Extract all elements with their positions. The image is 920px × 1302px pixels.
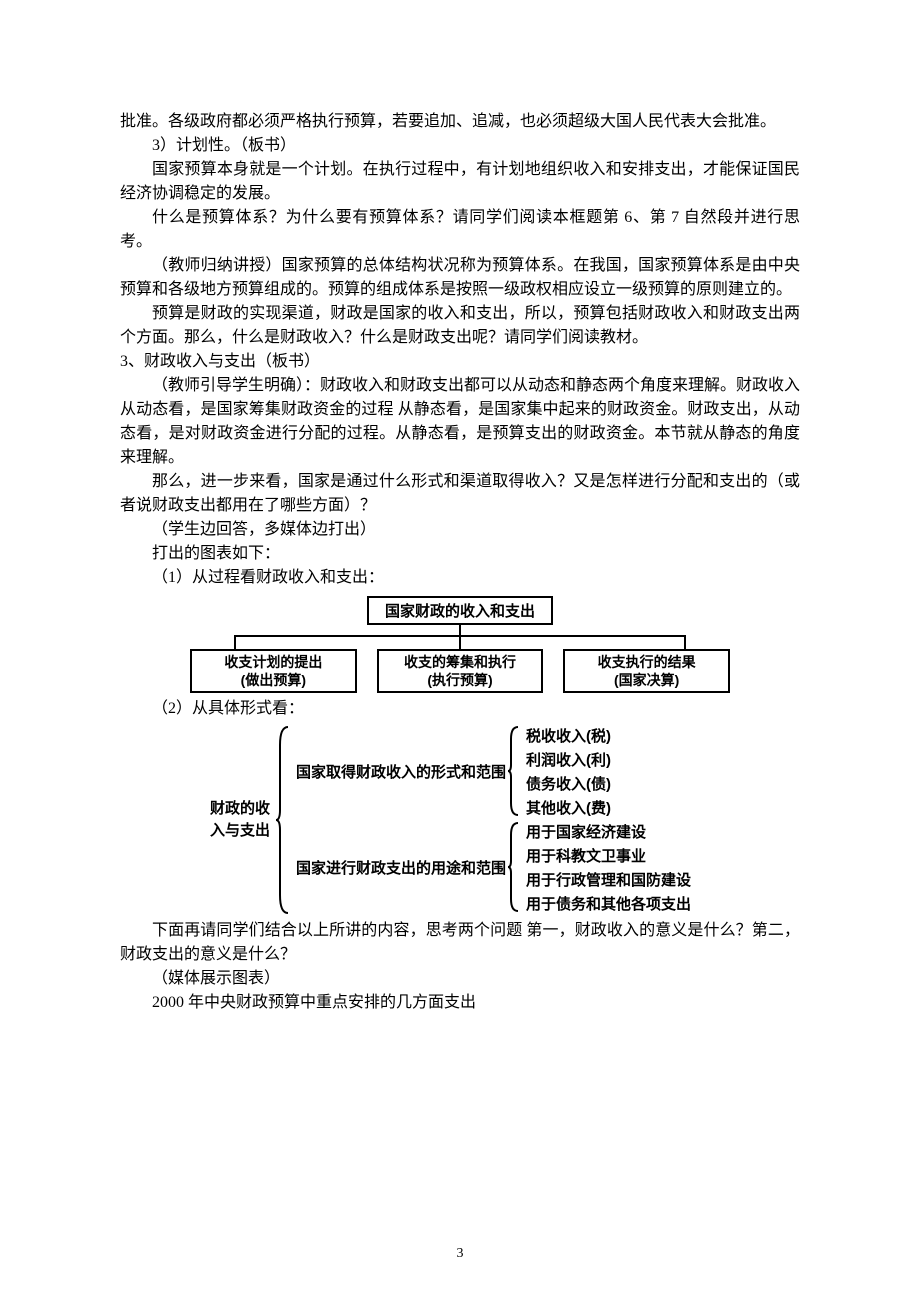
branch-items: 税收收入(税) 利润收入(利) 债务收入(债) 其他收入(费) bbox=[522, 725, 611, 821]
brace-icon bbox=[506, 821, 522, 913]
brace-mid-labels: 国家取得财政收入的形式和范围 税收收入(税) 利润收入(利) 债务收入(债) 其… bbox=[292, 725, 695, 915]
paragraph: 3）计划性。（板书） bbox=[120, 134, 800, 158]
paragraph: 什么是预算体系？为什么要有预算体系？请同学们阅读本框题第 6、第 7 自然段并进… bbox=[120, 206, 800, 254]
tree-connector bbox=[190, 637, 730, 649]
label-line: 入与支出 bbox=[210, 820, 270, 842]
leaf-item: 用于债务和其他各项支出 bbox=[526, 893, 691, 917]
box-line: 收支的筹集和执行 bbox=[385, 653, 536, 671]
tree-child-box: 收支的筹集和执行 (执行预算) bbox=[377, 649, 544, 693]
diagram-brace-tree: 财政的收 入与支出 国家取得财政收入的形式和范围 税收收入(税) 利润收入(利)… bbox=[210, 725, 800, 915]
sub-heading: （1）从过程看财政收入和支出： bbox=[120, 566, 800, 590]
branch-items: 用于国家经济建设 用于科教文卫事业 用于行政管理和国防建设 用于债务和其他各项支… bbox=[522, 821, 691, 917]
brace-icon bbox=[274, 725, 292, 915]
paragraph: 预算是财政的实现渠道，财政是国家的收入和支出，所以，预算包括财政收入和财政支出两… bbox=[120, 302, 800, 350]
leaf-item: 利润收入(利) bbox=[526, 749, 611, 773]
sub-heading: （2）从具体形式看： bbox=[120, 697, 800, 721]
branch-label: 国家进行财政支出的用途和范围 bbox=[296, 821, 506, 917]
paragraph: 国家预算本身就是一个计划。在执行过程中，有计划地组织收入和安排支出，才能保证国民… bbox=[120, 158, 800, 206]
paragraph: （教师归纳讲授）国家预算的总体结构状况称为预算体系。在我国，国家预算体系是由中央… bbox=[120, 254, 800, 302]
brace-icon bbox=[506, 725, 522, 817]
tree-child-box: 收支执行的结果 (国家决算) bbox=[563, 649, 730, 693]
leaf-item: 其他收入(费) bbox=[526, 797, 611, 821]
tree-root-box: 国家财政的收入和支出 bbox=[367, 596, 553, 625]
leaf-item: 税收收入(税) bbox=[526, 725, 611, 749]
paragraph: 2000 年中央财政预算中重点安排的几方面支出 bbox=[120, 991, 800, 1015]
paragraph: （教师引导学生明确）：财政收入和财政支出都可以从动态和静态两个角度来理解。财政收… bbox=[120, 374, 800, 470]
leaf-item: 用于科教文卫事业 bbox=[526, 845, 691, 869]
tree-connector bbox=[459, 625, 461, 635]
label-line: 财政的收 bbox=[210, 798, 270, 820]
brace-root-label: 财政的收 入与支出 bbox=[210, 798, 274, 842]
tree-child-box: 收支计划的提出 (做出预算) bbox=[190, 649, 357, 693]
box-line: (做出预算) bbox=[198, 671, 349, 689]
paragraph: 那么，进一步来看，国家是通过什么形式和渠道取得收入？又是怎样进行分配和支出的（或… bbox=[120, 470, 800, 518]
leaf-item: 用于行政管理和国防建设 bbox=[526, 869, 691, 893]
box-line: 收支执行的结果 bbox=[571, 653, 722, 671]
document-page: 批准。各级政府都必须严格执行预算，若要追加、追减，也必须超级大国人民代表大会批准… bbox=[0, 0, 920, 1302]
branch-label: 国家取得财政收入的形式和范围 bbox=[296, 725, 506, 821]
leaf-item: 用于国家经济建设 bbox=[526, 821, 691, 845]
paragraph: 下面再请同学们结合以上所讲的内容，思考两个问题 第一，财政收入的意义是什么？第二… bbox=[120, 919, 800, 967]
diagram-process-tree: 国家财政的收入和支出 收支计划的提出 (做出预算) 收支的筹集和执行 (执行预算… bbox=[190, 596, 730, 693]
tree-children-row: 收支计划的提出 (做出预算) 收支的筹集和执行 (执行预算) 收支执行的结果 (… bbox=[190, 649, 730, 693]
box-line: 收支计划的提出 bbox=[198, 653, 349, 671]
box-line: (执行预算) bbox=[385, 671, 536, 689]
box-line: (国家决算) bbox=[571, 671, 722, 689]
page-number: 3 bbox=[0, 1246, 920, 1262]
leaf-item: 债务收入(债) bbox=[526, 773, 611, 797]
paragraph: （媒体展示图表） bbox=[120, 967, 800, 991]
section-heading: 3、财政收入与支出（板书） bbox=[120, 350, 800, 374]
paragraph: （学生边回答，多媒体边打出） bbox=[120, 518, 800, 542]
paragraph: 打出的图表如下： bbox=[120, 542, 800, 566]
paragraph: 批准。各级政府都必须严格执行预算，若要追加、追减，也必须超级大国人民代表大会批准… bbox=[120, 110, 800, 134]
